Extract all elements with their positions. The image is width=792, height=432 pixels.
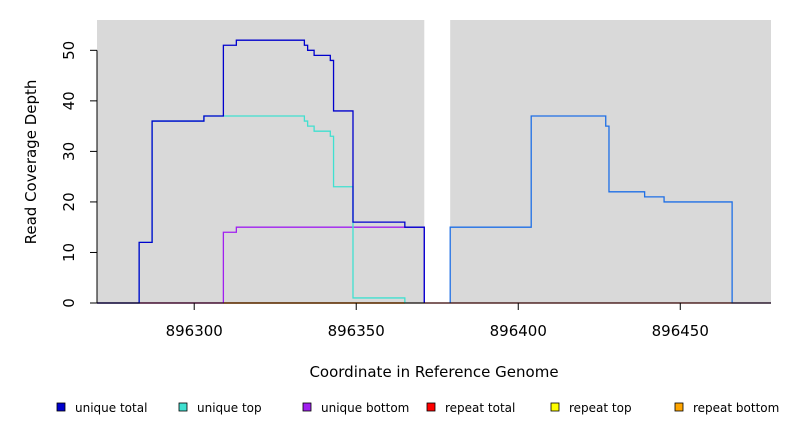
x-tick-label: 896400 xyxy=(490,322,547,340)
y-tick-label: 30 xyxy=(60,142,78,161)
gap-region xyxy=(424,20,451,303)
series-unique-total-line xyxy=(449,115,771,304)
y-tick-label: 10 xyxy=(60,243,78,262)
y-tick-label: 20 xyxy=(60,192,78,211)
legend-swatch xyxy=(178,402,188,412)
series-unique-total-line xyxy=(97,39,425,304)
legend-item: unique top xyxy=(178,401,262,415)
y-tick-label: 40 xyxy=(60,91,78,110)
legend-label: unique total xyxy=(75,401,147,415)
x-tick-label: 896450 xyxy=(652,322,709,340)
x-axis-title: Coordinate in Reference Genome xyxy=(309,363,558,381)
y-tick-label: 50 xyxy=(60,41,78,60)
x-tick-label: 896300 xyxy=(166,322,223,340)
legend-swatch xyxy=(426,402,436,412)
legend-item: repeat total xyxy=(426,401,515,415)
y-axis: 0 10 20 30 40 50 xyxy=(60,41,98,308)
legend-item: unique bottom xyxy=(302,401,409,415)
legend-item: unique total xyxy=(56,401,147,415)
legend-item: repeat bottom xyxy=(674,401,779,415)
legend-label: repeat total xyxy=(445,401,515,415)
legend-label: repeat bottom xyxy=(693,401,779,415)
y-axis-title: Read Coverage Depth xyxy=(22,80,40,245)
x-axis: 896300 896350 896400 896450 xyxy=(97,302,771,340)
legend-swatch xyxy=(674,402,684,412)
legend-item: repeat top xyxy=(550,401,632,415)
legend-label: repeat top xyxy=(569,401,632,415)
x-tick-label: 896350 xyxy=(328,322,385,340)
legend-label: unique bottom xyxy=(321,401,409,415)
legend-swatch xyxy=(56,402,66,412)
y-tick-label: 0 xyxy=(60,298,78,308)
legend-label: unique top xyxy=(197,401,262,415)
legend-swatch xyxy=(550,402,560,412)
legend: unique total unique top unique bottom repea… xyxy=(56,401,779,415)
legend-swatch xyxy=(302,402,312,412)
